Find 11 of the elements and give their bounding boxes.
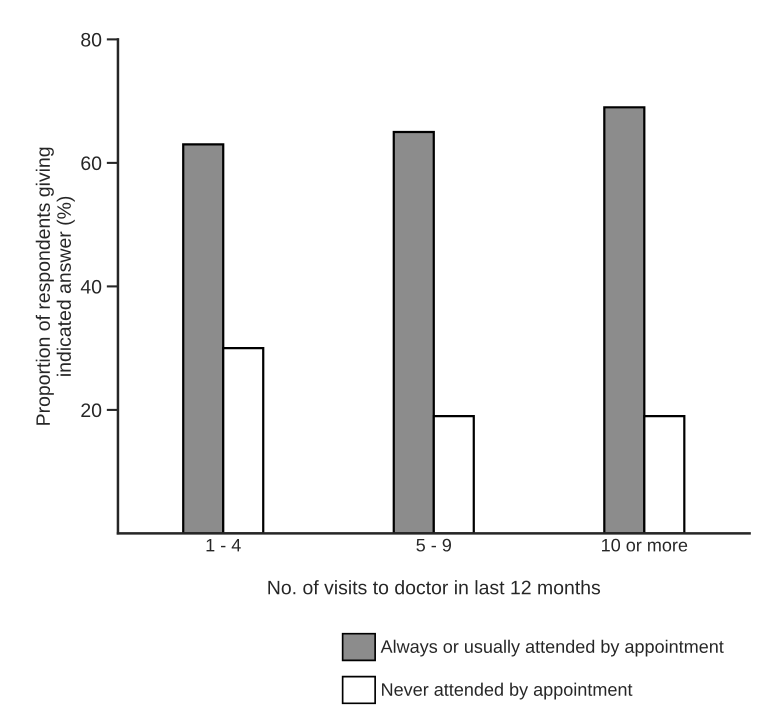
y-tick-label: 80 bbox=[81, 32, 102, 47]
legend-label: Always or usually attended by appointment bbox=[380, 640, 724, 657]
x-axis-title: No. of visits to doctor in last 12 months bbox=[268, 580, 600, 594]
x-tick-label: 1 - 4 bbox=[206, 538, 241, 552]
y-axis-title: Proportion of respondents giving indicated answer (%) bbox=[36, 148, 75, 425]
y-tick-label: 40 bbox=[80, 280, 102, 294]
x-tick-label: 5 - 9 bbox=[416, 538, 451, 552]
legend-label: Never attended by appointment bbox=[382, 682, 632, 700]
y-tick-label: 20 bbox=[81, 403, 102, 418]
x-tick-label: 10 or more bbox=[602, 538, 688, 552]
y-tick-label: 60 bbox=[81, 156, 102, 170]
